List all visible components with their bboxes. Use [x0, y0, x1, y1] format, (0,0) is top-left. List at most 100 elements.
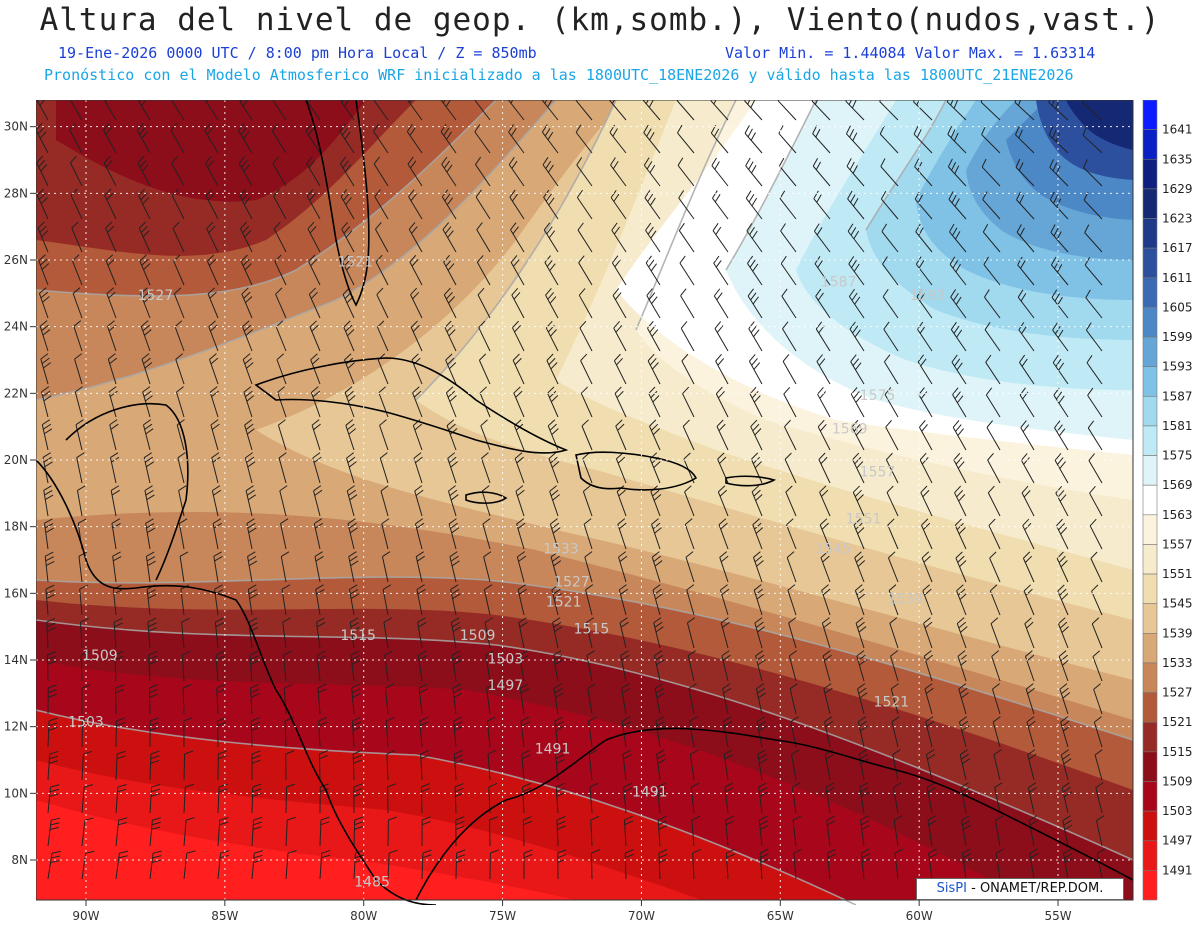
- wind-barb: [1060, 749, 1072, 781]
- wind-barb: [374, 189, 389, 220]
- contour-label: 1491: [632, 785, 668, 801]
- wind-barb: [442, 222, 457, 253]
- wind-barb: [958, 683, 969, 715]
- wind-barb: [960, 782, 971, 814]
- wind-barb: [1054, 453, 1069, 484]
- shaded-field: [36, 100, 1133, 900]
- wind-barb: [443, 287, 457, 319]
- wind-barb: [478, 353, 491, 385]
- wind-barb: [475, 189, 491, 220]
- wind-barb: [244, 419, 255, 451]
- central-america-coast: [36, 459, 437, 905]
- wind-barb: [508, 156, 525, 187]
- wind-barb: [749, 386, 763, 418]
- wind-barb: [204, 156, 219, 187]
- wind-barb: [1027, 749, 1037, 781]
- y-tick-label: 24N: [4, 320, 28, 334]
- wind-barb: [207, 287, 219, 319]
- wind-barb: [859, 815, 870, 847]
- wind-barb: [825, 782, 835, 814]
- colorbar-swatch: [1142, 840, 1158, 871]
- wind-barb: [346, 485, 358, 517]
- contour-label: 1575: [860, 388, 896, 404]
- model-info-label: Pronóstico con el Modelo Atmosferico WRF…: [44, 66, 1074, 84]
- wind-barb: [879, 125, 899, 154]
- wind-barb: [447, 452, 459, 484]
- wind-barb: [379, 419, 389, 451]
- wind-barb: [274, 254, 287, 286]
- wind-barb: [787, 584, 797, 616]
- wind-barb: [45, 584, 56, 616]
- wind-barb: [149, 717, 159, 748]
- wind-barb: [243, 386, 255, 418]
- wind-barb: [351, 716, 362, 748]
- wind-barb: [884, 387, 899, 418]
- colorbar: 1641 1635 1629 1623 1617 1611 1605 1599 1593 1587…: [1142, 100, 1193, 901]
- wind-barb: [1014, 126, 1035, 154]
- wind-barb: [512, 320, 525, 352]
- wind-barb: [653, 617, 664, 649]
- wind-barb: [1020, 453, 1035, 484]
- wind-barb: [847, 223, 865, 253]
- wind-barb: [149, 850, 162, 880]
- wind-barb: [822, 650, 832, 682]
- wind-barb: [251, 750, 261, 781]
- wind-barb: [141, 353, 153, 385]
- wind-barb: [275, 320, 287, 352]
- wind-barb: [658, 849, 668, 880]
- wind-barb: [137, 155, 151, 187]
- wind-barb: [285, 783, 296, 814]
- wind-barb: [1025, 683, 1035, 715]
- wind-barb: [306, 156, 321, 187]
- wind-barb: [917, 321, 933, 352]
- wind-barb: [590, 815, 600, 847]
- wind-barb: [715, 386, 729, 418]
- wind-barb: [474, 100, 491, 121]
- wind-barb: [170, 123, 185, 154]
- wind-barb: [1061, 782, 1072, 814]
- wind-barb: [307, 221, 321, 253]
- colorbar-swatch: [1142, 425, 1158, 456]
- wind-barb: [381, 551, 391, 583]
- wind-barb: [421, 849, 432, 880]
- wind-barb: [1049, 159, 1069, 187]
- wind-barb: [251, 816, 263, 847]
- wind-barb: [373, 123, 389, 154]
- wind-barb: [71, 221, 83, 253]
- wind-barb: [386, 750, 396, 781]
- wind-barb: [171, 155, 185, 187]
- wind-barb: [348, 584, 360, 616]
- wind-barb: [750, 419, 763, 451]
- wind-barb: [608, 100, 627, 121]
- wind-barb: [791, 749, 800, 781]
- wind-barb: [115, 684, 125, 715]
- wind-barb: [682, 419, 695, 451]
- wind-barb: [43, 485, 54, 517]
- figure-title: Altura del nivel de geop. (km,somb.), Vi…: [39, 2, 1161, 38]
- wind-barb: [408, 189, 423, 220]
- wind-barb: [751, 485, 763, 517]
- wind-barb: [244, 452, 256, 484]
- colorbar-label: 1491: [1162, 863, 1193, 877]
- wind-barb: [343, 320, 355, 352]
- wind-barb: [684, 518, 695, 550]
- wind-barb: [722, 716, 733, 748]
- wind-barb: [755, 683, 767, 715]
- wind-barb: [409, 254, 423, 286]
- wind-barb: [1092, 650, 1103, 682]
- wind-barb: [890, 650, 899, 682]
- wind-barb: [548, 452, 560, 484]
- colorbar-swatch: [1142, 100, 1158, 130]
- wind-barb: [44, 551, 55, 583]
- wind-barb: [692, 848, 702, 880]
- wind-barb: [824, 749, 835, 781]
- wind-barb: [172, 221, 185, 253]
- wind-barb: [753, 551, 764, 583]
- wind-barb: [847, 190, 865, 220]
- wind-barb: [623, 815, 634, 847]
- wind-barb: [508, 124, 525, 154]
- wind-barb: [70, 188, 83, 220]
- wind-barb: [177, 452, 186, 484]
- wind-barb: [914, 158, 933, 187]
- wind-barb: [956, 584, 968, 616]
